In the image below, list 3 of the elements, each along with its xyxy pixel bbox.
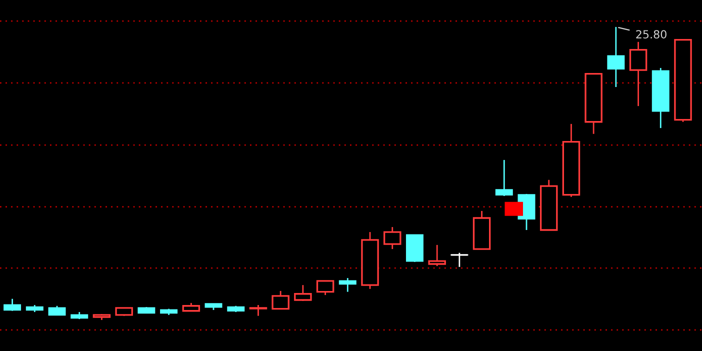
- annotation: 25.80: [636, 30, 666, 39]
- candlestick: [629, 41, 648, 107]
- candlestick: [338, 277, 356, 293]
